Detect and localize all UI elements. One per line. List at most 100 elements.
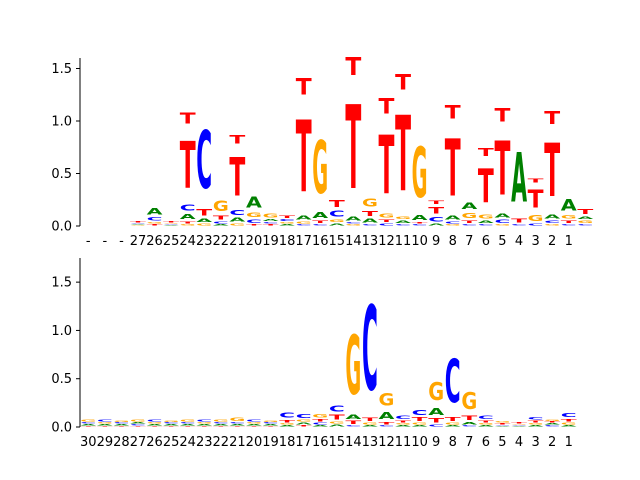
- logo-letter-c: C: [130, 424, 146, 426]
- logo-letter-t: T: [213, 214, 230, 220]
- logo-letter-t: T: [147, 224, 164, 226]
- logo-letter-c: C: [97, 419, 113, 422]
- logo-letter-a: A: [544, 213, 560, 219]
- logo-letter-t: T: [428, 206, 444, 216]
- y-tick-label: 0.0: [51, 220, 72, 235]
- x-tick-label: 4: [515, 435, 523, 450]
- logo-letter-t: T: [379, 421, 396, 425]
- logo-letter-t: T: [395, 420, 412, 423]
- logo-letter-a: A: [478, 220, 495, 224]
- logo-letter-t: T: [312, 418, 329, 422]
- logo-letter-a: A: [412, 214, 428, 222]
- logo-letter-a: A: [561, 197, 578, 215]
- logo-letter-c: C: [229, 208, 245, 216]
- x-tick-label: -: [102, 234, 107, 249]
- logo-letter-a: A: [229, 217, 245, 223]
- logo-letter-t: T: [379, 119, 395, 213]
- logo-letter-t: T: [528, 185, 544, 214]
- logo-letter-c: C: [544, 220, 560, 224]
- x-tick-label: 8: [449, 435, 457, 450]
- logo-letter-t: T: [279, 419, 296, 423]
- logo-letter-g: G: [296, 419, 312, 422]
- logo-letter-g: G: [412, 133, 428, 213]
- x-tick-label: 15: [329, 435, 346, 450]
- x-tick-label: 10: [411, 234, 428, 249]
- logo-letter-c: C: [213, 422, 229, 424]
- logo-letter-g: G: [478, 214, 494, 220]
- logo-letter-c: C: [528, 416, 544, 420]
- x-tick-label: 10: [411, 435, 428, 450]
- logo-letter-g: G: [229, 223, 245, 226]
- logo-letter-g: G: [329, 421, 345, 424]
- logo-letter-a: A: [428, 223, 445, 226]
- logo-letter-t: T: [180, 426, 197, 427]
- logo-letter-c: C: [312, 224, 328, 226]
- logo-letter-g: G: [577, 220, 593, 224]
- logo-letter-g: G: [263, 420, 279, 422]
- logo-letter-g: G: [180, 224, 196, 226]
- logo-letter-a: A: [180, 424, 197, 426]
- y-tick-label: 0.5: [51, 372, 72, 387]
- x-tick-label: -: [119, 234, 124, 249]
- x-tick-label: 23: [196, 435, 213, 450]
- logo-letter-c: C: [345, 222, 361, 224]
- y-tick-label: 0.5: [51, 167, 72, 182]
- logo-letter-t: T: [229, 133, 245, 146]
- logo-letter-t: T: [494, 126, 510, 212]
- logo-letter-g: G: [445, 224, 461, 226]
- logo-letter-a: A: [577, 216, 594, 220]
- y-tick-label: 1.5: [51, 62, 72, 77]
- x-tick-label: 5: [498, 234, 506, 249]
- x-tick-label: 19: [262, 234, 279, 249]
- logo-letter-c: C: [379, 425, 395, 427]
- x-tick-label: 20: [246, 435, 263, 450]
- logo-letter-c: C: [345, 425, 361, 427]
- logo-letter-a: A: [180, 212, 196, 220]
- logo-letter-c: C: [511, 425, 527, 426]
- x-tick-label: 25: [163, 435, 180, 450]
- logo-letter-a: A: [163, 225, 180, 226]
- logo-letter-c: C: [263, 222, 279, 224]
- logo-letter-c: C: [163, 422, 179, 424]
- x-tick-label: 9: [432, 435, 440, 450]
- x-tick-label: 20: [246, 234, 263, 249]
- logo-letter-t: T: [428, 418, 444, 425]
- logo-letter-t: T: [494, 423, 511, 425]
- x-tick-label: 2: [548, 234, 556, 249]
- logo-letter-c: C: [412, 409, 428, 417]
- logo-letter-t: T: [147, 426, 164, 427]
- logo-letter-g: G: [130, 225, 146, 226]
- logo-letter-g: G: [130, 419, 146, 422]
- logo-letter-t: T: [494, 104, 510, 126]
- x-tick-label: 29: [97, 435, 114, 450]
- logo-letter-t: T: [130, 426, 147, 427]
- logo-letter-a: A: [395, 220, 412, 224]
- x-tick-label: 26: [146, 234, 163, 249]
- logo-letter-c: C: [312, 422, 328, 425]
- logo-letter-c: C: [130, 223, 146, 224]
- x-tick-label: 12: [378, 234, 395, 249]
- logo-letter-a: A: [478, 425, 495, 427]
- x-tick-label: -: [86, 234, 91, 249]
- logo-letter-g: G: [511, 424, 527, 425]
- logo-letter-t: T: [329, 198, 346, 210]
- logo-letter-g: G: [196, 422, 212, 424]
- x-tick-label: 12: [378, 435, 395, 450]
- logo-letter-t: T: [478, 420, 495, 423]
- logo-letter-g: G: [445, 422, 461, 425]
- logo-letter-t: T: [263, 426, 280, 427]
- x-tick-label: 1: [565, 435, 573, 450]
- logo-letter-t: T: [246, 224, 263, 226]
- logo-letter-a: A: [196, 218, 213, 223]
- logo-letter-a: A: [312, 425, 329, 427]
- logo-letter-c: C: [395, 224, 411, 226]
- x-tick-label: 17: [295, 234, 312, 249]
- x-tick-label: 8: [449, 234, 457, 249]
- logo-letter-a: A: [511, 426, 528, 427]
- logo-letter-a: A: [345, 215, 361, 221]
- logo-letter-c: C: [511, 224, 527, 226]
- logo-letter-g: G: [561, 422, 577, 425]
- x-tick-label: 30: [80, 435, 97, 450]
- logo-letter-a: A: [163, 424, 180, 426]
- x-tick-label: 26: [146, 435, 163, 450]
